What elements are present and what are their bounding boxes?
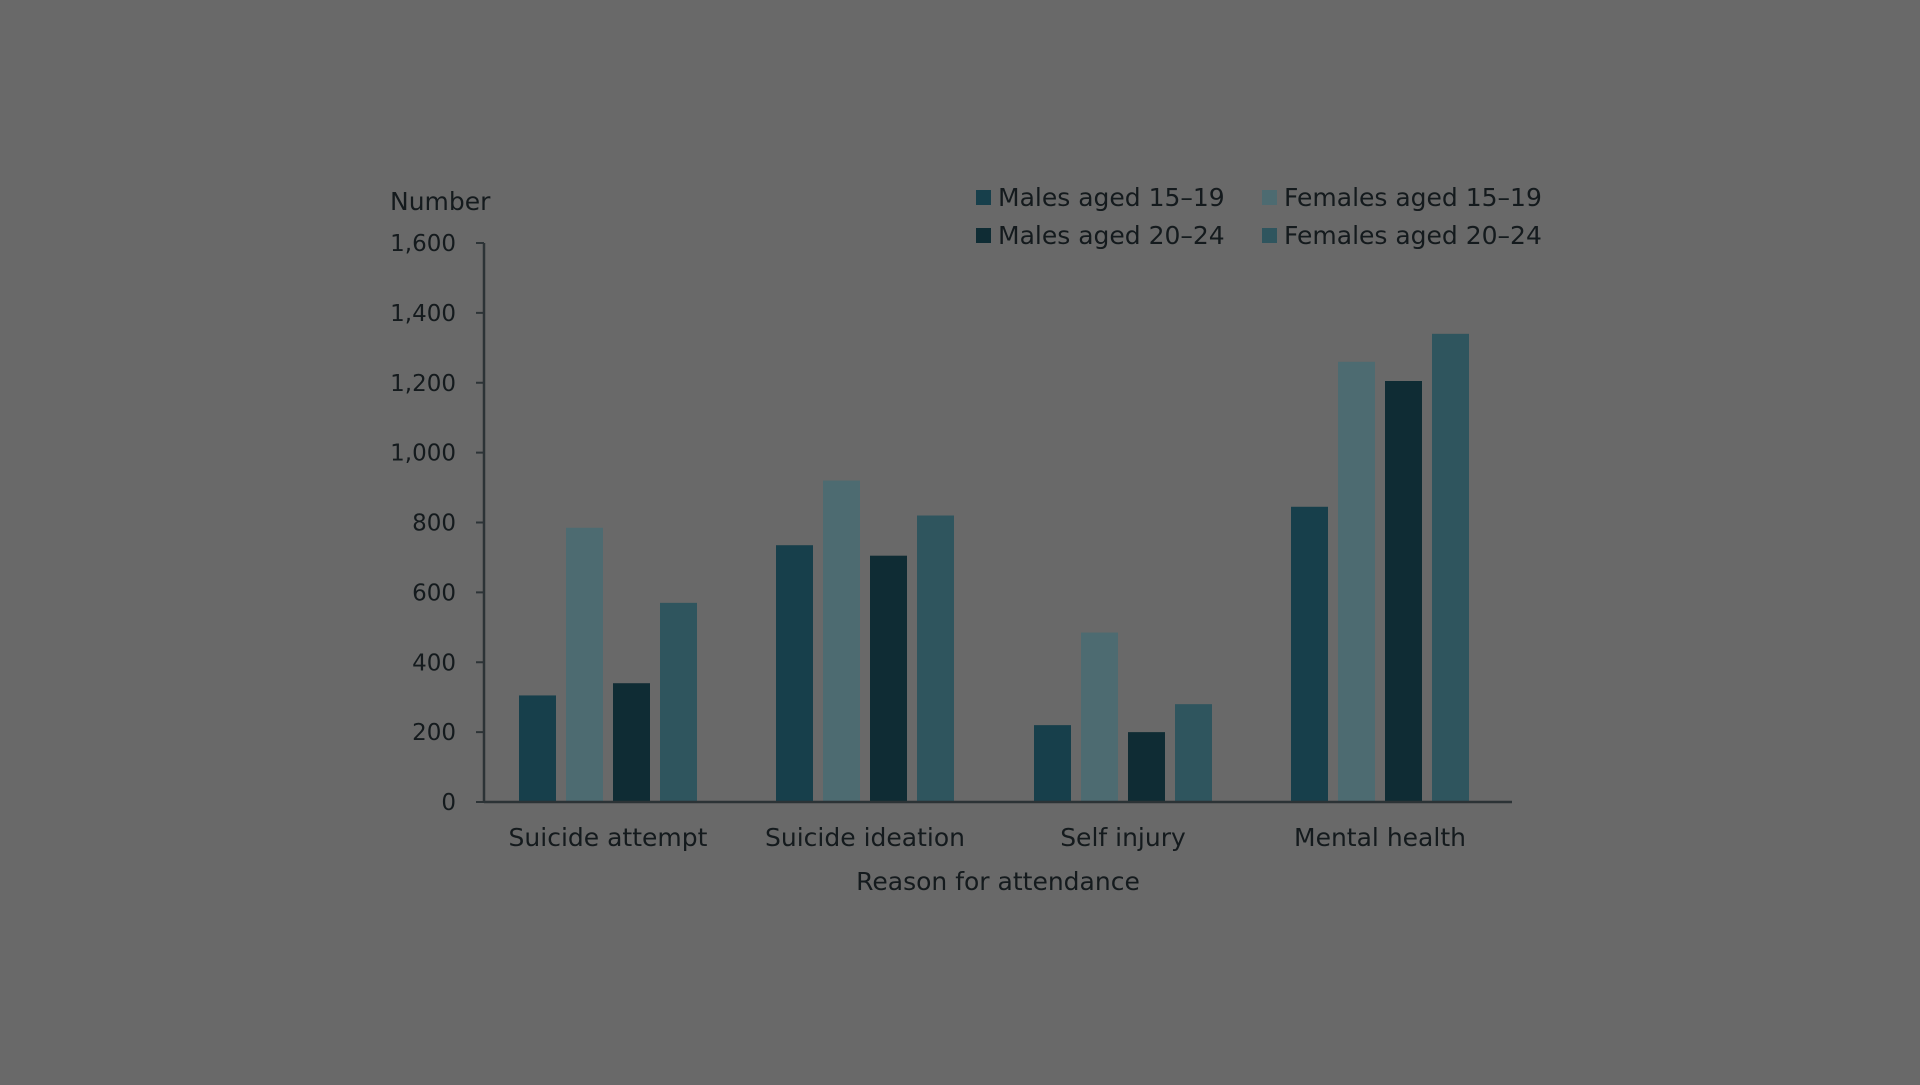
bar: [1081, 632, 1118, 802]
y-tick-label: 600: [412, 580, 456, 606]
x-tick-label: Self injury: [1060, 823, 1186, 852]
bar: [660, 602, 697, 802]
y-tick-label: 1,400: [390, 301, 456, 327]
bar: [823, 480, 860, 802]
y-tick-label: 200: [412, 720, 456, 746]
legend-swatch: [1262, 228, 1277, 243]
bar: [917, 515, 954, 802]
bar: [1128, 732, 1165, 802]
legend-label: Females aged 15–19: [1284, 183, 1542, 212]
y-tick-label: 400: [412, 650, 456, 676]
bar: [1291, 506, 1328, 802]
bar: [613, 683, 650, 802]
bar: [1432, 333, 1469, 802]
x-axis-category-labels: Suicide attempt Suicide ideation Self inju…: [509, 823, 1466, 852]
x-axis-title: Reason for attendance: [856, 867, 1140, 896]
bar: [1385, 381, 1422, 802]
bar: [1338, 361, 1375, 802]
legend-swatch: [1262, 190, 1277, 205]
bar: [870, 555, 907, 802]
y-axis-ticks: 0 200 400 600 800 1,000 1,200 1,400 1,600: [390, 231, 484, 816]
legend: Males aged 15–19 Females aged 15–19 Males …: [976, 183, 1542, 250]
bar: [776, 545, 813, 802]
y-tick-label: 1,200: [390, 371, 456, 397]
y-tick-label: 0: [441, 790, 456, 816]
bar: [566, 527, 603, 802]
x-tick-label: Mental health: [1294, 823, 1466, 852]
bar: [519, 695, 556, 802]
bar: [1175, 704, 1212, 802]
y-tick-label: 1,600: [390, 231, 456, 257]
legend-label: Males aged 20–24: [998, 221, 1225, 250]
legend-label: Males aged 15–19: [998, 183, 1225, 212]
legend-label: Females aged 20–24: [1284, 221, 1542, 250]
bar: [1034, 725, 1071, 802]
y-tick-label: 800: [412, 511, 456, 537]
x-tick-label: Suicide attempt: [509, 823, 708, 852]
legend-swatch: [976, 228, 991, 243]
bar-series: [519, 333, 1469, 802]
legend-swatch: [976, 190, 991, 205]
x-tick-label: Suicide ideation: [765, 823, 965, 852]
y-tick-label: 1,000: [390, 441, 456, 467]
y-axis-title: Number: [390, 187, 491, 216]
